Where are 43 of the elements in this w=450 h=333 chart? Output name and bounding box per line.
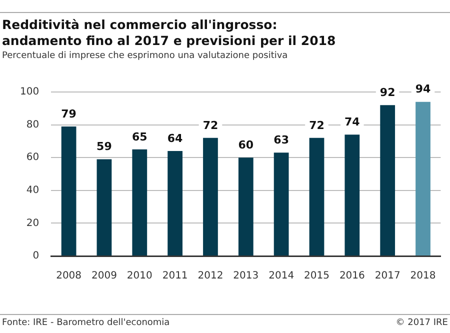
- bar: [132, 149, 148, 256]
- bar: [61, 126, 76, 256]
- x-tick-label: 2011: [162, 270, 188, 282]
- chart-title: Redditività nel commercio all'ingrosso: andamento fino al 2017 e previsioni per il 2018: [2, 17, 336, 49]
- bar: [96, 159, 112, 256]
- data-label: 72: [309, 118, 324, 132]
- x-tick-label: 2014: [268, 270, 294, 282]
- source-note: Fonte: IRE - Barometro dell'economia: [2, 318, 170, 328]
- bar: [168, 151, 182, 256]
- bar: [203, 138, 218, 256]
- x-tick-label: 2013: [233, 270, 259, 282]
- y-tick-label: 20: [26, 218, 40, 229]
- y-tick-label: 100: [20, 86, 40, 98]
- data-label: 64: [167, 132, 184, 145]
- y-tick-label: 40: [26, 184, 40, 196]
- data-label: 63: [274, 134, 289, 147]
- y-tick-label: 80: [26, 119, 40, 130]
- bar: [238, 158, 254, 256]
- bar: [309, 138, 324, 256]
- data-label: 94: [415, 82, 431, 96]
- data-label: 79: [61, 107, 76, 120]
- text: © 2017 IRE: [396, 318, 448, 328]
- x-tick-label: 2015: [304, 270, 330, 282]
- bar: [274, 152, 289, 256]
- x-tick-label: 2018: [410, 270, 436, 282]
- data-label: 60: [238, 138, 254, 152]
- bar: [344, 134, 360, 256]
- chart-subtitle: Percentuale di imprese che esprimono una valutazione positiva: [2, 51, 288, 61]
- data-label: 59: [96, 140, 112, 154]
- x-tick-label: 2009: [91, 270, 117, 282]
- bar: [416, 102, 430, 256]
- data-label: 72: [202, 118, 218, 132]
- x-tick-label: 2008: [56, 270, 82, 282]
- y-tick-label: 0: [32, 250, 40, 262]
- data-label: 65: [132, 130, 148, 144]
- x-tick-label: 2010: [126, 270, 152, 282]
- x-tick-label: 2017: [374, 270, 400, 282]
- data-label: 74: [344, 116, 360, 128]
- x-tick-label: 2016: [339, 270, 365, 282]
- data-label: 92: [380, 86, 396, 99]
- bar: [380, 105, 396, 256]
- y-tick-label: 60: [26, 152, 40, 164]
- x-tick-label: 2012: [198, 270, 224, 282]
